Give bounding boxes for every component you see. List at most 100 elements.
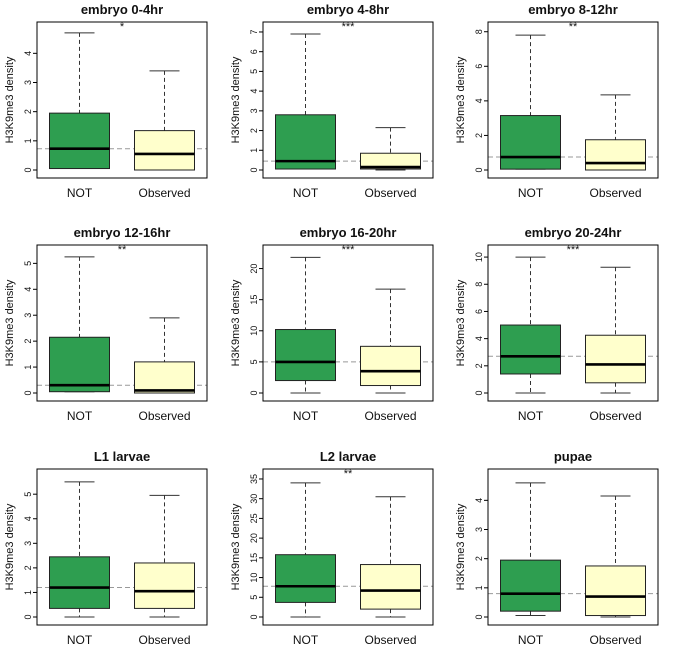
significance-marker: ** — [569, 21, 578, 33]
category-label: NOT — [67, 186, 93, 200]
panel-title: embryo 16-20hr — [300, 225, 397, 240]
plot-frame — [487, 244, 659, 402]
panel-title: pupae — [554, 449, 592, 464]
y-tick-label: 10 — [249, 573, 259, 583]
panel-title: embryo 0-4hr — [81, 2, 163, 17]
category-label: Observed — [364, 186, 416, 200]
y-tick-label: 0 — [474, 167, 484, 172]
y-axis-label: H3K9me3 density — [230, 279, 242, 366]
y-axis-label: H3K9me3 density — [4, 503, 16, 590]
y-tick-label: 6 — [474, 309, 484, 314]
y-tick-label: 7 — [249, 29, 259, 34]
boxplot-panel: embryo 16-20hr *** H3K9me3 density 0 5 10 15 20… — [230, 225, 434, 423]
y-tick-label: 4 — [23, 51, 33, 56]
y-tick-label: 20 — [249, 264, 259, 274]
y-tick-label: 4 — [23, 516, 33, 521]
category-label: Observed — [138, 633, 190, 647]
y-tick-label: 0 — [249, 167, 259, 172]
significance-marker: * — [120, 21, 125, 33]
not-box — [49, 336, 110, 393]
y-tick-label: 2 — [474, 556, 484, 561]
y-tick-label: 5 — [249, 359, 259, 364]
y-tick-label: 0 — [474, 614, 484, 619]
significance-marker: *** — [567, 244, 581, 256]
category-label: NOT — [293, 186, 319, 200]
boxplot-panel: embryo 8-12hr ** H3K9me3 density 0 2 4 6 8 NOT Ob… — [455, 2, 659, 200]
significance-marker: ** — [118, 244, 127, 256]
panel-title: embryo 12-16hr — [74, 225, 171, 240]
not-box — [49, 112, 110, 170]
y-tick-label: 3 — [23, 80, 33, 85]
y-tick-label: 2 — [249, 128, 259, 133]
not-box — [500, 115, 561, 170]
panel-title: L2 larvae — [320, 449, 376, 464]
y-tick-label: 0 — [23, 167, 33, 172]
y-tick-label: 2 — [23, 339, 33, 344]
observed-box — [134, 562, 195, 609]
y-tick-label: 0 — [23, 614, 33, 619]
y-axis-label: H3K9me3 density — [230, 56, 242, 143]
panel-title: embryo 8-12hr — [528, 2, 618, 17]
plot-frame — [262, 21, 434, 179]
y-tick-label: 10 — [249, 326, 259, 336]
y-tick-label: 2 — [23, 109, 33, 114]
plot-frame — [487, 468, 659, 626]
boxplot-panel: pupae H3K9me3 density 0 1 2 3 4 NOT Observed — [455, 449, 659, 647]
y-tick-label: 0 — [249, 614, 259, 619]
y-tick-label: 3 — [474, 527, 484, 532]
y-tick-label: 10 — [474, 252, 484, 262]
y-axis-label: H3K9me3 density — [230, 503, 242, 590]
y-tick-label: 1 — [23, 590, 33, 595]
plot-frame — [262, 244, 434, 402]
category-label: NOT — [518, 409, 544, 423]
observed-box — [360, 345, 421, 387]
y-tick-label: 4 — [23, 287, 33, 292]
plot-frame — [262, 468, 434, 626]
y-tick-label: 20 — [249, 533, 259, 543]
plot-frame — [36, 244, 208, 402]
boxplot-panel: embryo 20-24hr *** H3K9me3 density 0 2 4 6 8 10 N… — [455, 225, 659, 423]
category-label: NOT — [67, 633, 93, 647]
panel-title: embryo 4-8hr — [307, 2, 389, 17]
y-tick-label: 4 — [474, 336, 484, 341]
observed-box — [134, 361, 195, 394]
significance-marker: *** — [342, 244, 356, 256]
y-tick-label: 1 — [474, 585, 484, 590]
category-label: Observed — [138, 409, 190, 423]
category-label: NOT — [293, 633, 319, 647]
significance-marker: *** — [342, 21, 356, 33]
not-box — [500, 559, 561, 612]
y-tick-label: 1 — [23, 138, 33, 143]
not-box — [275, 329, 336, 382]
significance-marker: ** — [344, 468, 353, 480]
y-tick-label: 5 — [23, 261, 33, 266]
boxplot-panel: embryo 0-4hr * H3K9me3 density 0 1 2 3 4 NOT Obse… — [4, 2, 208, 200]
y-tick-label: 3 — [23, 541, 33, 546]
category-label: NOT — [67, 409, 93, 423]
y-tick-label: 4 — [474, 498, 484, 503]
y-tick-label: 5 — [249, 595, 259, 600]
category-label: Observed — [589, 633, 641, 647]
boxplot-panel: L2 larvae ** H3K9me3 density 0 5 10 15 20 25 30 35… — [230, 449, 434, 647]
plot-frame — [36, 468, 208, 626]
y-tick-label: 8 — [474, 29, 484, 34]
y-axis-label: H3K9me3 density — [455, 279, 467, 366]
observed-box — [585, 565, 646, 617]
not-box — [500, 324, 561, 375]
plot-frame — [36, 21, 208, 179]
boxplot-panel: L1 larvae H3K9me3 density 0 1 2 3 4 5 NOT Observe… — [4, 449, 208, 647]
y-axis-label: H3K9me3 density — [4, 56, 16, 143]
y-axis-label: H3K9me3 density — [455, 503, 467, 590]
y-tick-label: 1 — [23, 365, 33, 370]
y-tick-label: 25 — [249, 513, 259, 523]
y-tick-label: 3 — [249, 108, 259, 113]
y-tick-label: 8 — [474, 282, 484, 287]
category-label: NOT — [293, 409, 319, 423]
y-tick-label: 15 — [249, 553, 259, 563]
y-tick-label: 30 — [249, 494, 259, 504]
not-box — [49, 556, 110, 609]
y-tick-label: 4 — [249, 89, 259, 94]
y-tick-label: 2 — [474, 133, 484, 138]
y-tick-label: 5 — [249, 69, 259, 74]
